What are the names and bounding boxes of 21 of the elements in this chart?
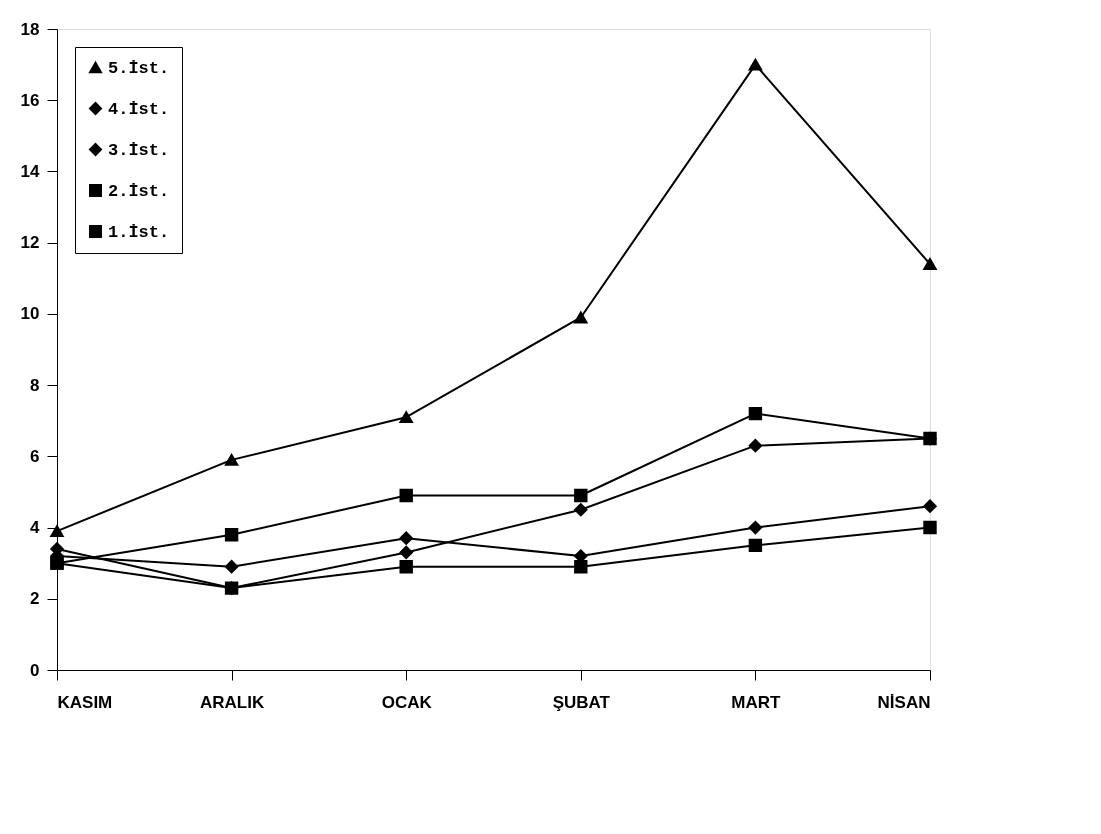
x-tick-label: MART	[731, 692, 782, 712]
y-tick-label: 10	[20, 304, 40, 324]
y-tick-label: 0	[30, 660, 40, 680]
x-tick-label: OCAK	[381, 692, 433, 712]
x-tick-label: ARALIK	[199, 692, 265, 712]
y-tick-label: 12	[20, 233, 40, 253]
legend-label: 5.İst.	[108, 58, 170, 78]
y-tick-label: 18	[20, 19, 40, 39]
x-tick-label: KASIM	[57, 692, 113, 712]
y-tick-label: 16	[20, 90, 40, 110]
x-tick-label: ŞUBAT	[552, 692, 611, 712]
y-tick-label: 8	[30, 375, 40, 395]
y-tick-label: 14	[20, 161, 41, 181]
legend-label: 4.İst.	[108, 99, 170, 119]
x-tick-label: NİSAN	[877, 692, 931, 712]
legend-label: 2.İst.	[108, 181, 170, 201]
y-tick-label: 2	[30, 589, 40, 609]
y-tick-label: 6	[30, 446, 40, 466]
y-tick-label: 4	[30, 518, 41, 538]
legend-label: 1.İst.	[108, 222, 170, 242]
legend-label: 3.İst.	[108, 140, 170, 160]
